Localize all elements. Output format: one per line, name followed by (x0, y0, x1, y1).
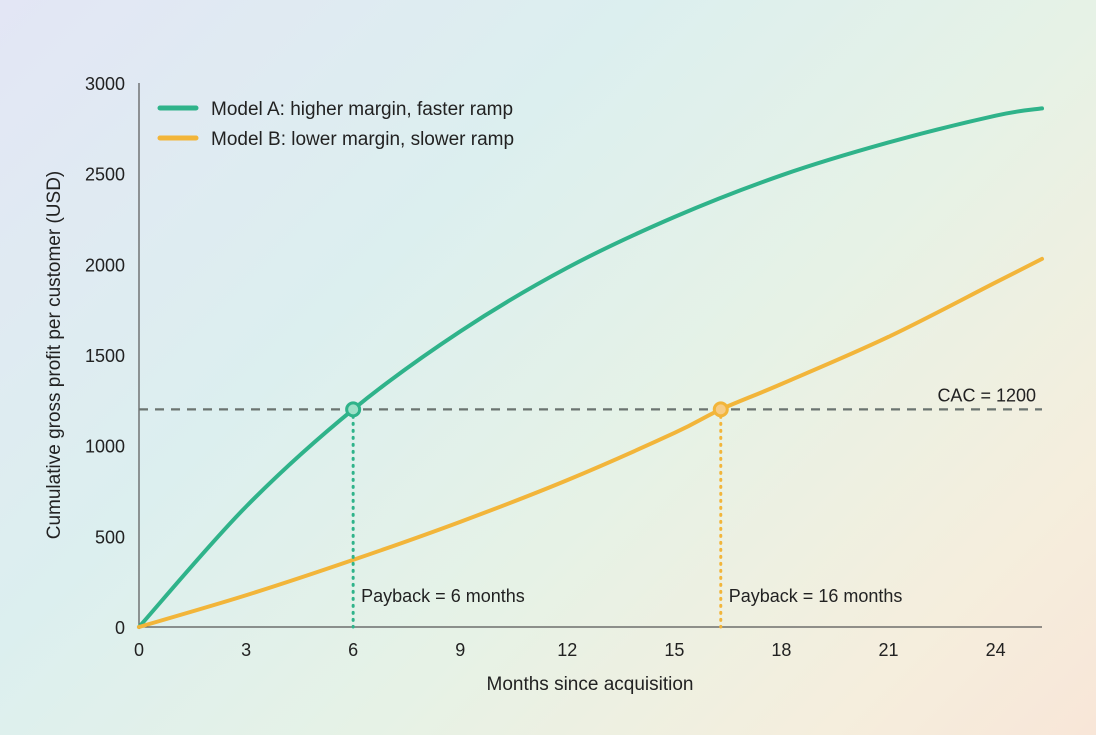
payback-point-marker (712, 401, 729, 418)
y-axis-label: Cumulative gross profit per customer (US… (44, 171, 65, 540)
legend-label: Model B: lower margin, slower ramp (211, 129, 514, 150)
payback-label: Payback = 16 months (729, 586, 903, 606)
axes: 0 3 6 9 12 15 18 21 24 0 500 1000 1500 2000 2500 3000 (85, 74, 1042, 660)
y-tick-label: 1500 (85, 346, 125, 366)
x-tick-label: 6 (348, 640, 358, 660)
series-line-model-a (137, 106, 1044, 629)
x-tick-label: 18 (771, 640, 791, 660)
x-axis-label: Months since acquisition (487, 674, 694, 695)
x-tick-label: 3 (241, 640, 251, 660)
x-tick-label: 9 (455, 640, 465, 660)
series-group (137, 106, 1044, 629)
payback-point-marker (345, 401, 362, 418)
y-tick-label: 3000 (85, 74, 125, 94)
series-line-model-b (137, 256, 1044, 629)
x-tick-label: 15 (664, 640, 684, 660)
annotations: Payback = 6 months Payback = 16 months (345, 401, 903, 629)
x-tick-label: 21 (879, 640, 899, 660)
x-tick-label: 12 (557, 640, 577, 660)
cac-label: CAC = 1200 (937, 385, 1036, 405)
y-tick-label: 2000 (85, 255, 125, 275)
x-tick-label: 0 (134, 640, 144, 660)
payback-label: Payback = 6 months (361, 586, 525, 606)
y-tick-label: 2500 (85, 165, 125, 185)
y-tick-label: 1000 (85, 437, 125, 457)
legend: Model A: higher margin, faster ramp Model… (157, 99, 514, 150)
x-tick-label: 24 (986, 640, 1006, 660)
y-tick-label: 0 (115, 618, 125, 638)
y-tick-label: 500 (95, 527, 125, 547)
legend-label: Model A: higher margin, faster ramp (211, 99, 513, 120)
reference-line-group: CAC = 1200 (139, 385, 1042, 411)
